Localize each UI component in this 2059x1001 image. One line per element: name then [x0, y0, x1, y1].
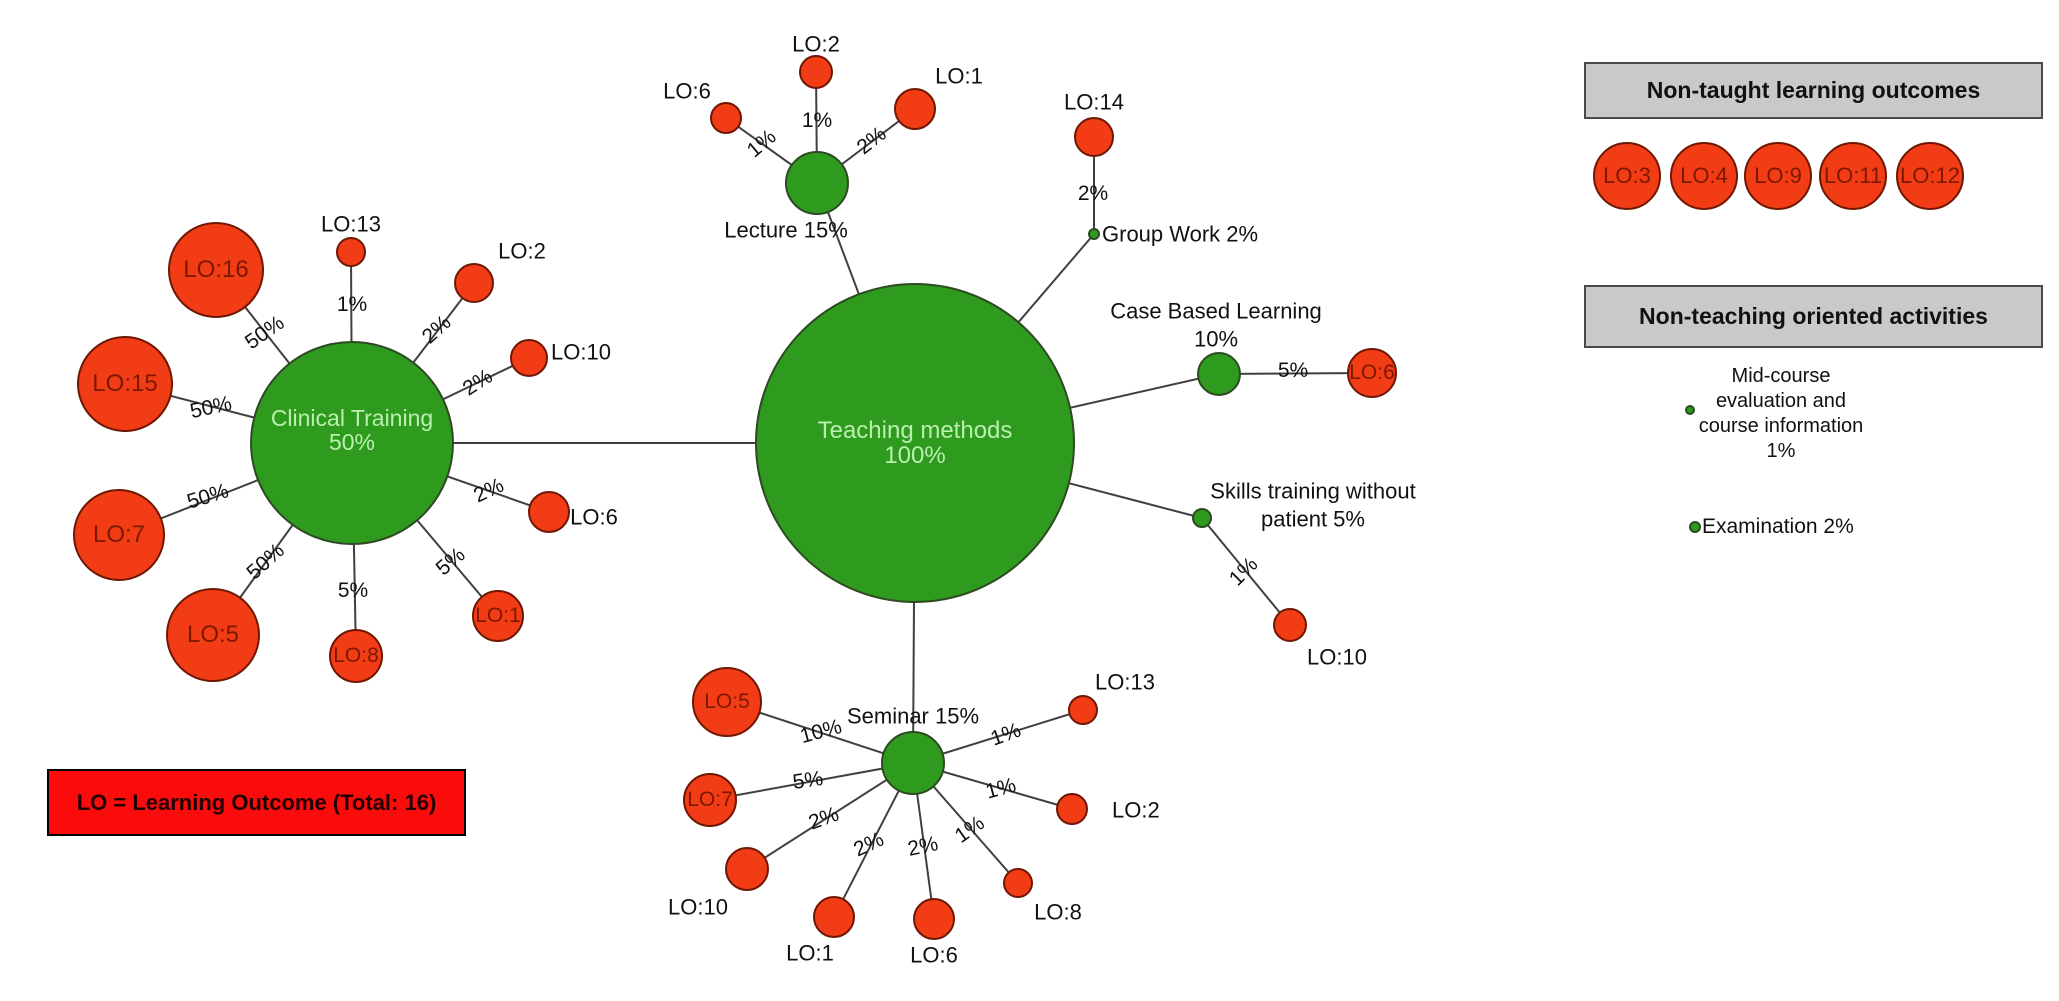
- edge-percent-label-clinical-training-to-lo8-clinical: 5%: [337, 579, 369, 602]
- node-teaching-methods: Teaching methods 100%: [755, 283, 1075, 603]
- non-taught-outcomes-header: Non-taught learning outcomes: [1584, 62, 2043, 119]
- node-lo2-clinical: [454, 263, 494, 303]
- edge-seminar-to-lo7-seminar: [709, 762, 914, 801]
- node-teaching-methods-label: Teaching methods: [817, 416, 1013, 444]
- legend-box: LO = Learning Outcome (Total: 16): [47, 769, 466, 836]
- node-lecture: [785, 151, 849, 215]
- node-lo13-clinical-label: LO:13: [321, 211, 381, 237]
- node-lo6-seminar-label: LO:6: [910, 942, 958, 968]
- node-skills-training-label: Skills training without patient 5%: [1210, 478, 1416, 532]
- node-lo2-seminar: [1056, 793, 1088, 825]
- node-lo9-nontaught: LO:9: [1744, 142, 1812, 210]
- node-lo1-seminar-label: LO:1: [786, 940, 834, 966]
- node-lo10-seminar: [725, 847, 769, 891]
- node-lo11-nontaught-label: LO:11: [1823, 163, 1883, 189]
- node-lo5-seminar: LO:5: [692, 667, 762, 737]
- node-lo4-nontaught-label: LO:4: [1680, 163, 1728, 189]
- node-lo10-skills: [1273, 608, 1307, 642]
- node-lo3-nontaught: LO:3: [1593, 142, 1661, 210]
- node-lo16-clinical: LO:16: [168, 222, 264, 318]
- node-lo12-nontaught: LO:12: [1896, 142, 1964, 210]
- edge-percent-label-group-work-to-lo14-group-work: 2%: [1077, 182, 1109, 205]
- edge-case-based-learning-to-lo6-case-based: [1218, 372, 1373, 375]
- node-lo2-clinical-label: LO:2: [498, 238, 546, 264]
- node-lo1-lecture: [894, 88, 936, 130]
- node-lo5-clinical: LO:5: [166, 588, 260, 682]
- edge-skills-training-to-lo10-skills: [1201, 517, 1291, 626]
- node-lo3-nontaught-label: LO:3: [1603, 163, 1651, 189]
- edge-percent-label-case-based-learning-to-lo6-case-based: 5%: [1277, 359, 1309, 382]
- node-lo1-lecture-label: LO:1: [935, 63, 983, 89]
- node-skills-training: [1192, 508, 1212, 528]
- node-lo13-seminar: [1068, 695, 1098, 725]
- node-lo5-clinical-label: LO:5: [186, 621, 240, 649]
- non-taught-outcomes-title: Non-taught learning outcomes: [1646, 77, 1981, 103]
- node-lo7-clinical: LO:7: [73, 489, 165, 581]
- edge-percent-label-lecture-to-lo2-lecture: 1%: [801, 109, 833, 132]
- node-lo16-clinical-label: LO:16: [183, 256, 249, 284]
- node-lo8-seminar-label: LO:8: [1034, 899, 1082, 925]
- node-lo14-group-work: [1074, 117, 1114, 157]
- node-lo13-clinical: [336, 237, 366, 267]
- node-lo2-lecture: [799, 55, 833, 89]
- node-examination-dot-label: Examination 2%: [1702, 514, 1854, 538]
- node-lo8-clinical: LO:8: [329, 629, 383, 683]
- node-lo10-seminar-label: LO:10: [668, 894, 728, 920]
- non-teaching-activities-header: Non-teaching oriented activities: [1584, 285, 2043, 348]
- node-examination-dot: [1689, 521, 1701, 533]
- node-lo7-seminar-label: LO:7: [687, 787, 733, 811]
- node-lo6-clinical-label: LO:6: [570, 504, 618, 530]
- node-seminar-label: Seminar 15%: [846, 703, 980, 729]
- node-lo10-clinical-label: LO:10: [551, 339, 611, 365]
- node-lo8-clinical-label: LO:8: [333, 643, 379, 667]
- node-lo11-nontaught: LO:11: [1819, 142, 1887, 210]
- node-lo8-seminar: [1003, 868, 1033, 898]
- non-teaching-activities-title: Non-teaching oriented activities: [1639, 303, 1988, 329]
- node-teaching-methods-label: 100%: [884, 442, 946, 469]
- node-clinical-training-label: Clinical Training 50%: [270, 404, 434, 455]
- node-lo4-nontaught: LO:4: [1670, 142, 1738, 210]
- node-lo6-case-based: LO:6: [1347, 348, 1397, 398]
- node-mid-course-evaluation-dot: [1685, 405, 1695, 415]
- node-lo7-clinical-label: LO:7: [92, 521, 146, 549]
- node-lo6-seminar: [913, 898, 955, 940]
- node-lo13-seminar-label: LO:13: [1095, 669, 1155, 695]
- edge-percent-label-clinical-training-to-lo13-clinical: 1%: [336, 293, 368, 316]
- node-clinical-training: Clinical Training 50%: [250, 341, 454, 545]
- node-lo6-lecture-label: LO:6: [663, 78, 711, 104]
- node-lo5-seminar-label: LO:5: [704, 689, 750, 713]
- node-lecture-label: Lecture 15%: [724, 217, 848, 243]
- node-lo1-seminar: [813, 896, 855, 938]
- node-lo6-clinical: [528, 491, 570, 533]
- node-lo6-case-based-label: LO:6: [1349, 360, 1395, 384]
- legend-text: LO = Learning Outcome (Total: 16): [76, 789, 437, 815]
- node-lo15-clinical: LO:15: [77, 336, 173, 432]
- node-lo14-group-work-label: LO:14: [1064, 89, 1124, 115]
- node-mid-course-evaluation-dot-label: Mid-course evaluation and course informati…: [1698, 365, 1864, 462]
- node-case-based-learning-label: Case Based Learning 10%: [1110, 298, 1322, 352]
- node-lo6-lecture: [710, 102, 742, 134]
- node-lo10-skills-label: LO:10: [1307, 644, 1367, 670]
- edge-percent-label-seminar-to-lo7-seminar: 5%: [791, 767, 825, 795]
- node-group-work-label: Group Work 2%: [1102, 221, 1259, 247]
- node-lo12-nontaught-label: LO:12: [1900, 163, 1960, 189]
- node-lo10-clinical: [510, 339, 548, 377]
- node-lo1-clinical-label: LO:1: [475, 603, 521, 627]
- node-lo15-clinical-label: LO:15: [92, 370, 158, 398]
- node-seminar: [881, 731, 945, 795]
- node-lo2-seminar-label: LO:2: [1112, 797, 1160, 823]
- node-lo2-lecture-label: LO:2: [792, 31, 840, 57]
- node-lo1-clinical: LO:1: [472, 590, 524, 642]
- node-lo9-nontaught-label: LO:9: [1754, 163, 1802, 189]
- node-case-based-learning: [1197, 352, 1241, 396]
- node-lo7-seminar: LO:7: [683, 773, 737, 827]
- node-group-work: [1088, 228, 1100, 240]
